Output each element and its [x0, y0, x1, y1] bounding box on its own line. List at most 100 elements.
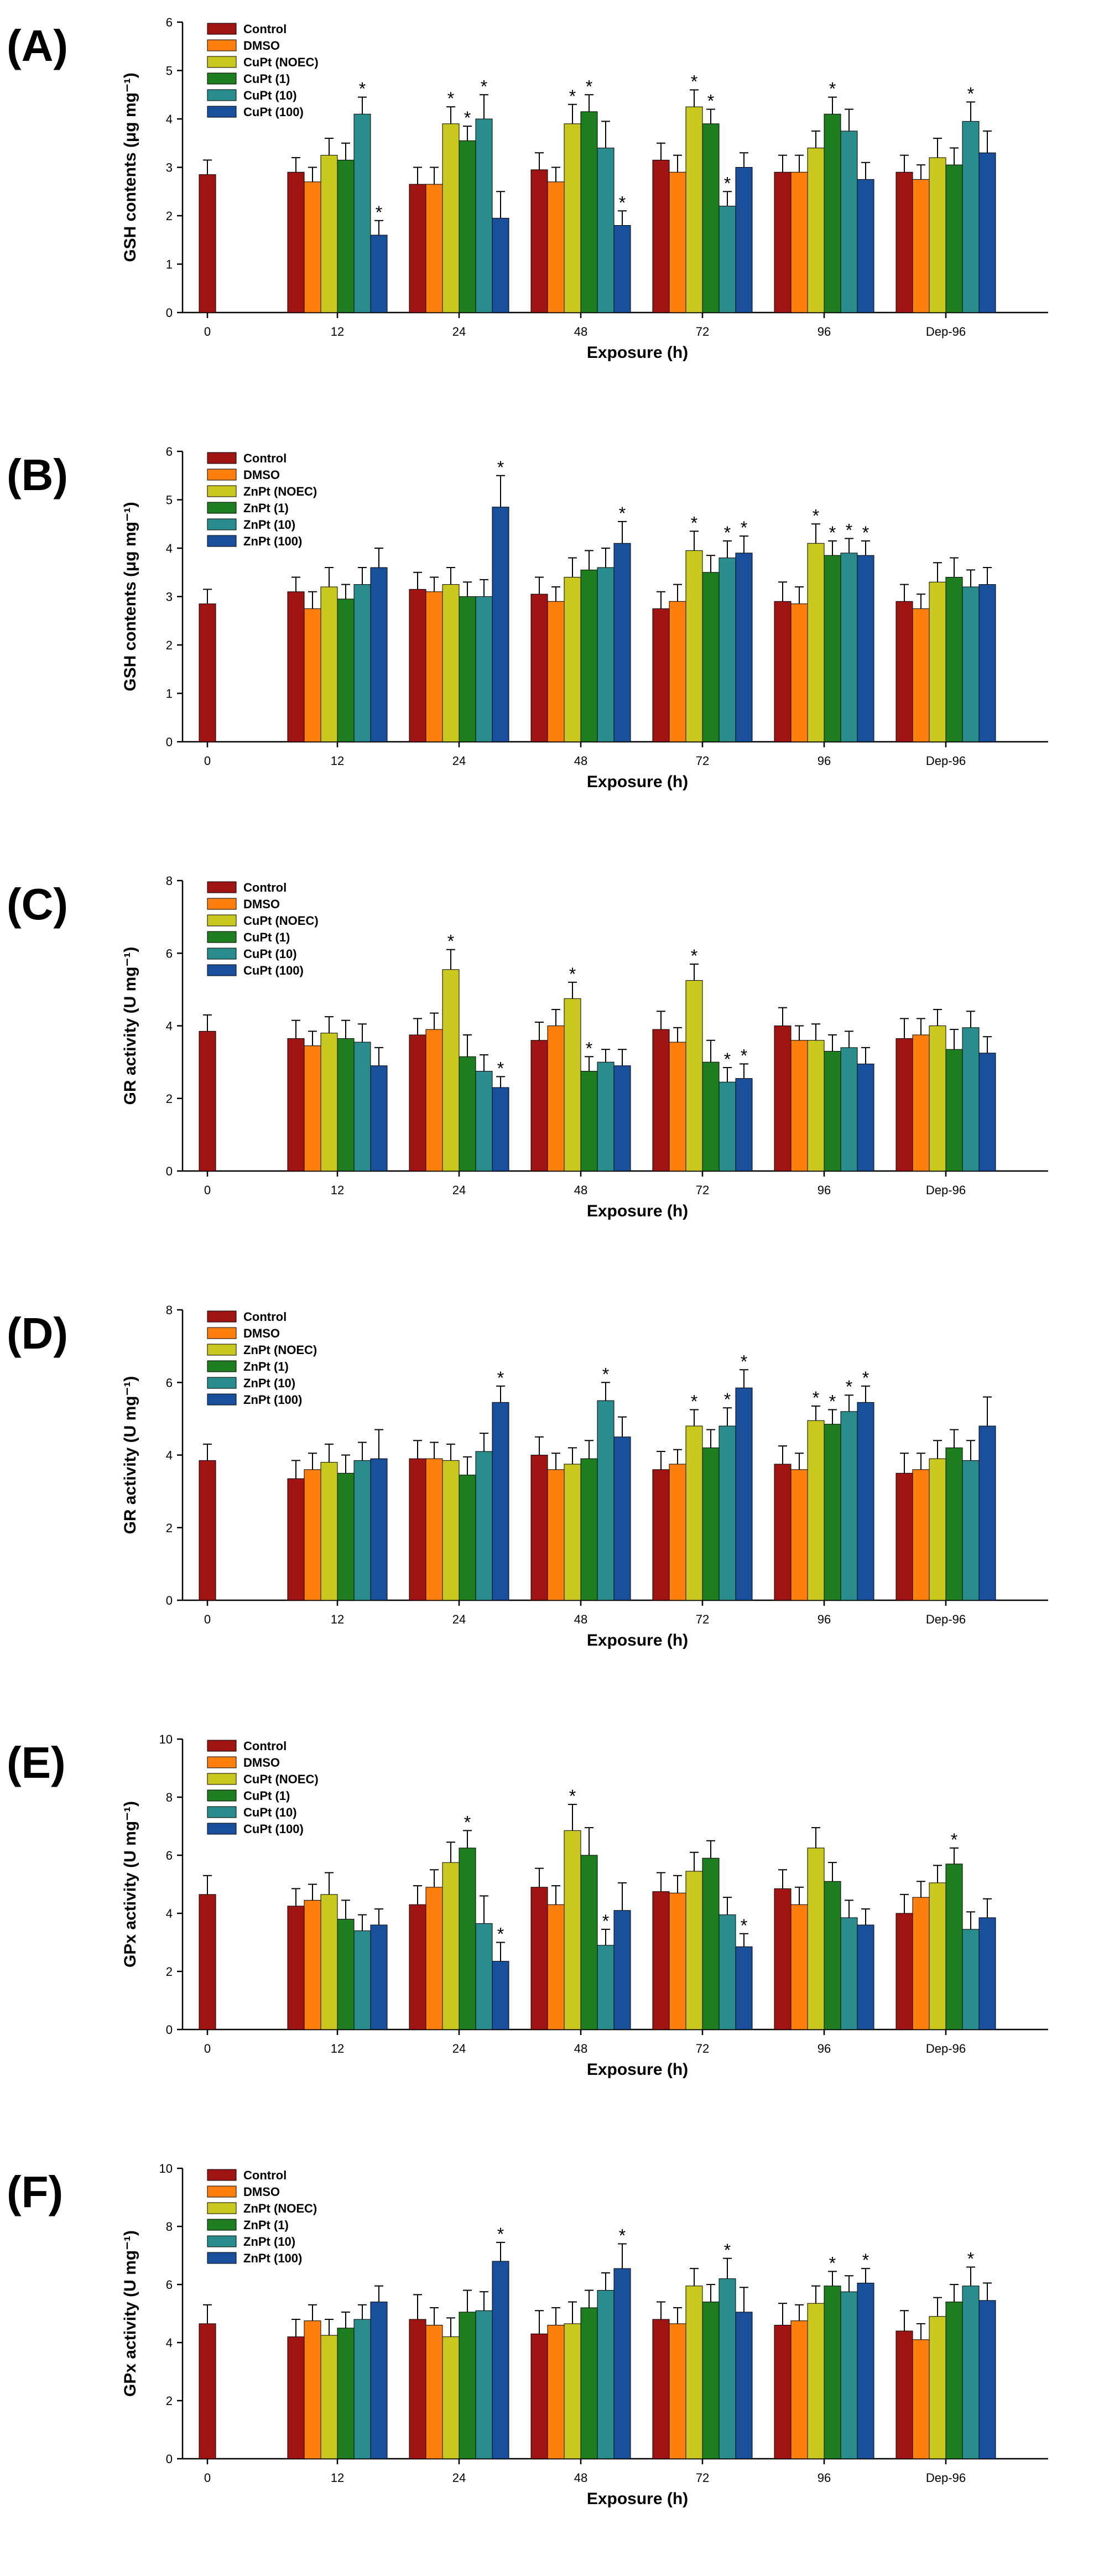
bar-control — [199, 174, 216, 313]
y-tick-label: 0 — [166, 735, 173, 749]
bar-cupt-noec- — [442, 969, 460, 1172]
bar-dmso — [912, 1897, 930, 2030]
bar-znpt-1- — [580, 2307, 598, 2459]
x-tick-label: 96 — [818, 754, 831, 768]
bar-dmso — [912, 2339, 930, 2459]
legend-swatch — [207, 39, 237, 51]
bar-znpt-1- — [459, 596, 476, 742]
legend-label: DMSO — [243, 39, 280, 53]
bar-cupt-10- — [597, 148, 615, 313]
significance-star: * — [619, 2226, 626, 2246]
panel-letter: (E) — [7, 1738, 66, 1787]
bar-znpt-100- — [857, 2282, 874, 2459]
legend-label: CuPt (1) — [243, 72, 290, 86]
bar-dmso — [669, 1892, 686, 2030]
bar-cupt-10- — [475, 118, 493, 313]
bar-cupt-100- — [492, 1961, 509, 2030]
bar-control — [774, 2325, 792, 2459]
x-tick-label: 96 — [818, 325, 831, 339]
bar-dmso — [425, 591, 443, 742]
y-tick-label: 8 — [166, 1303, 173, 1317]
bar-control — [774, 601, 792, 742]
legend-label: CuPt (10) — [243, 1805, 297, 1819]
bar-cupt-noec- — [564, 998, 581, 1172]
legend-swatch — [207, 948, 237, 960]
bar-znpt-noec- — [807, 543, 825, 742]
bar-znpt-1- — [824, 2286, 841, 2459]
bar-control — [409, 2319, 426, 2459]
bar-cupt-100- — [735, 1078, 753, 1172]
legend-swatch — [207, 914, 237, 927]
bar-cupt-1- — [337, 159, 355, 313]
bar-cupt-10- — [962, 121, 980, 313]
bar-cupt-1- — [824, 1050, 841, 1172]
bar-cupt-noec- — [929, 157, 946, 313]
legend-swatch — [207, 1806, 237, 1818]
bar-znpt-1- — [702, 572, 720, 742]
bar-znpt-10- — [353, 1460, 371, 1601]
bar-cupt-10- — [840, 1917, 858, 2030]
bar-znpt-1- — [459, 1475, 476, 1601]
significance-star: * — [724, 523, 731, 543]
legend-swatch — [207, 1360, 237, 1372]
bar-cupt-100- — [978, 152, 996, 313]
panel-letter: (A) — [7, 21, 68, 70]
bar-cupt-1- — [580, 1071, 598, 1172]
bar-dmso — [547, 2325, 565, 2459]
legend-label: CuPt (NOEC) — [243, 914, 319, 928]
bar-control — [774, 1026, 792, 1172]
bar-cupt-noec- — [685, 1871, 703, 2030]
x-tick-label: 12 — [331, 754, 344, 768]
significance-star: * — [967, 84, 974, 103]
bar-znpt-1- — [824, 1424, 841, 1601]
bar-control — [199, 603, 216, 742]
x-tick-label: 24 — [452, 2471, 466, 2485]
legend-label: DMSO — [243, 2185, 280, 2199]
significance-star: * — [707, 91, 714, 111]
legend-label: CuPt (100) — [243, 964, 304, 977]
bar-cupt-10- — [718, 206, 736, 313]
y-tick-label: 8 — [166, 874, 173, 888]
bar-znpt-100- — [370, 1458, 388, 1601]
bar-cupt-10- — [475, 1071, 493, 1172]
y-tick-label: 2 — [166, 1965, 173, 1979]
bar-control — [652, 1891, 670, 2030]
bar-control — [895, 171, 913, 313]
bar-dmso — [425, 184, 443, 313]
bar-znpt-noec- — [320, 2335, 338, 2459]
bar-cupt-10- — [353, 1930, 371, 2030]
legend-label: CuPt (1) — [243, 930, 290, 944]
x-tick-label: 96 — [818, 2042, 831, 2055]
legend-label: DMSO — [243, 1326, 280, 1340]
significance-star: * — [691, 513, 697, 533]
significance-star: * — [862, 1368, 869, 1388]
legend-label: DMSO — [243, 468, 280, 482]
legend-swatch — [207, 2235, 237, 2247]
significance-star: * — [497, 457, 504, 477]
y-axis-title: GR activity (U mg⁻¹) — [121, 947, 139, 1105]
legend-swatch — [207, 1310, 237, 1323]
significance-star: * — [376, 202, 382, 222]
legend-label: ZnPt (NOEC) — [243, 485, 317, 498]
y-tick-label: 1 — [166, 258, 173, 272]
y-tick-label: 2 — [166, 638, 173, 652]
bar-cupt-10- — [840, 1047, 858, 1172]
bar-control — [530, 169, 548, 313]
bar-control — [199, 2323, 216, 2459]
legend-label: Control — [243, 1310, 287, 1324]
bar-dmso — [547, 601, 565, 742]
x-tick-label: 48 — [574, 2471, 587, 2485]
significance-star: * — [602, 1364, 609, 1384]
x-axis-title: Exposure (h) — [587, 1202, 688, 1220]
bar-znpt-100- — [370, 567, 388, 742]
x-tick-label: 24 — [452, 325, 466, 339]
bar-dmso — [425, 1029, 443, 1172]
significance-star: * — [724, 1390, 731, 1409]
bar-znpt-10- — [718, 558, 736, 742]
legend: Control DMSO ZnPt (NOEC) ZnPt (1) ZnPt (10) Z… — [207, 1310, 317, 1407]
bar-cupt-noec- — [685, 106, 703, 313]
legend-swatch — [207, 931, 237, 943]
legend-swatch — [207, 1327, 237, 1339]
significance-star: * — [741, 1045, 747, 1065]
bar-control — [530, 1040, 548, 1172]
